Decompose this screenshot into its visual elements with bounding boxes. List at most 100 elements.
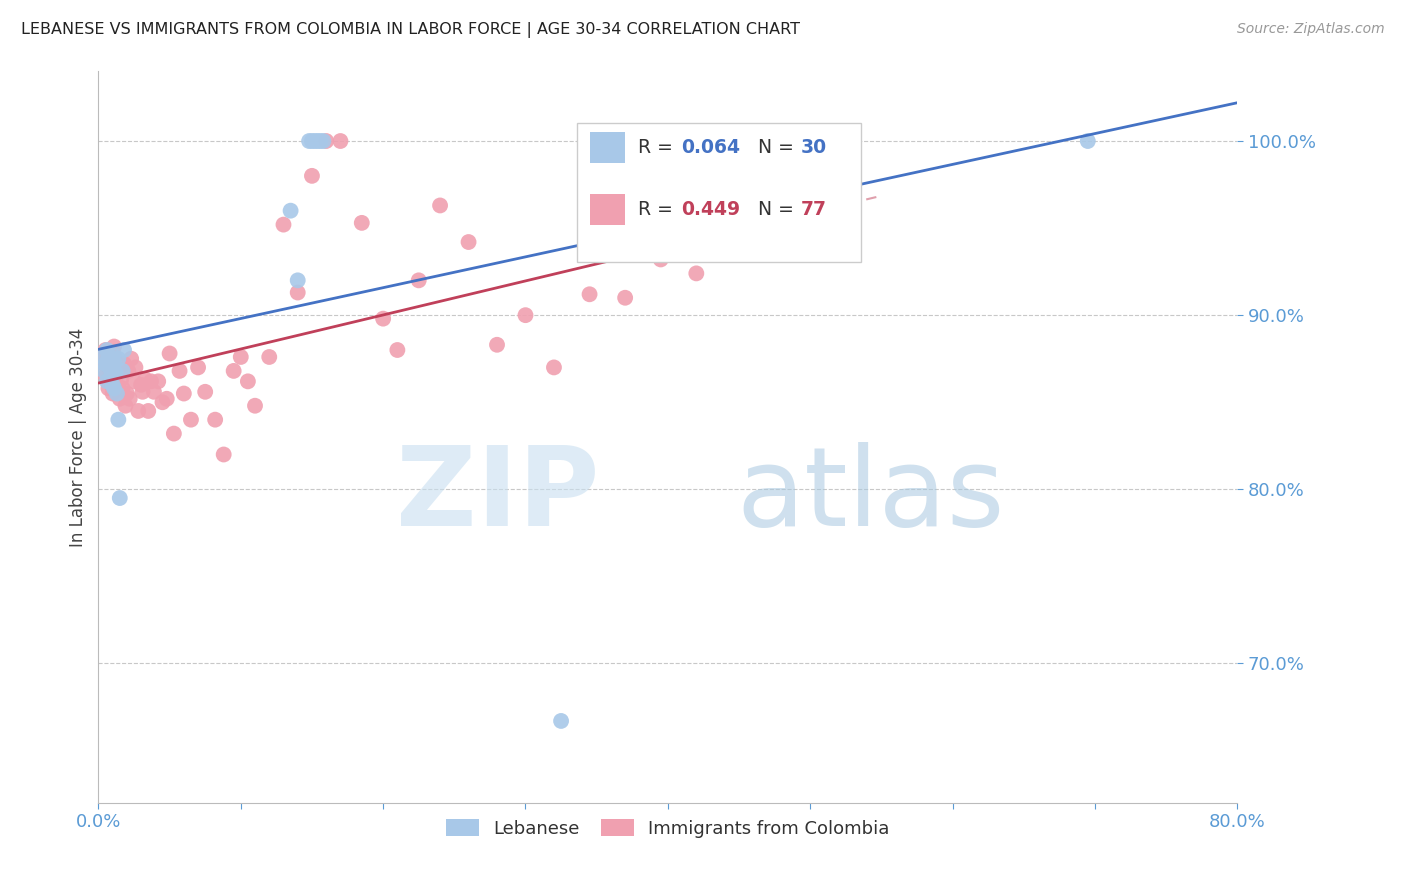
Point (373, 311, 395, 326)
Point (329, 134, 352, 148)
Point (169, 364, 191, 378)
Point (120, 351, 142, 366)
Point (98, 369, 121, 384)
Point (763, 218, 786, 232)
Point (301, 134, 323, 148)
Text: 0.064: 0.064 (682, 138, 741, 157)
Point (222, 364, 245, 378)
Point (304, 134, 326, 148)
Point (114, 399, 136, 413)
Point (543, 360, 565, 375)
Text: LEBANESE VS IMMIGRANTS FROM COLOMBIA IN LABOR FORCE | AGE 30-34 CORRELATION CHAR: LEBANESE VS IMMIGRANTS FROM COLOMBIA IN … (21, 22, 800, 38)
Point (97, 351, 120, 366)
Point (107, 381, 129, 395)
Point (97, 381, 120, 395)
Point (287, 273, 309, 287)
Point (180, 412, 202, 426)
Point (515, 308, 537, 322)
Point (98, 350, 121, 364)
Bar (576, 122, 862, 261)
Point (486, 338, 509, 352)
Point (187, 360, 209, 375)
Point (108, 364, 131, 378)
Point (94, 343, 117, 357)
Point (728, 235, 751, 249)
Text: R =: R = (638, 200, 679, 219)
Point (457, 235, 479, 249)
Y-axis label: In Labor Force | Age 30-34: In Labor Force | Age 30-34 (69, 327, 87, 547)
Point (312, 134, 335, 148)
Point (127, 404, 149, 418)
Point (93, 364, 115, 378)
Point (550, 714, 572, 728)
Point (103, 381, 125, 395)
Point (101, 369, 124, 384)
Point (685, 266, 707, 280)
Point (212, 448, 235, 462)
Point (1077, 134, 1099, 148)
Point (100, 346, 122, 360)
Point (301, 169, 323, 183)
Point (112, 343, 135, 357)
Point (105, 381, 128, 395)
Text: N =: N = (758, 200, 800, 219)
Bar (591, 194, 624, 225)
Legend: Lebanese, Immigrants from Colombia: Lebanese, Immigrants from Colombia (439, 812, 897, 845)
Point (115, 386, 138, 401)
Point (100, 369, 122, 384)
Point (650, 252, 672, 267)
Point (96, 355, 118, 369)
Text: Source: ZipAtlas.com: Source: ZipAtlas.com (1237, 22, 1385, 37)
Point (112, 357, 135, 371)
Point (104, 366, 127, 380)
Text: 77: 77 (801, 200, 827, 219)
Point (429, 198, 451, 212)
Point (259, 350, 281, 364)
Text: 30: 30 (801, 138, 827, 157)
Point (163, 426, 186, 441)
Point (101, 346, 124, 360)
Point (136, 404, 159, 418)
Point (94, 369, 117, 384)
Point (97, 360, 120, 375)
Bar (591, 132, 624, 163)
Point (108, 392, 131, 406)
Point (91, 350, 114, 364)
Point (806, 207, 828, 221)
Point (94, 357, 117, 371)
Point (287, 285, 309, 300)
Point (578, 287, 600, 301)
Point (117, 364, 139, 378)
Point (91, 351, 114, 366)
Point (148, 375, 170, 389)
Point (118, 392, 141, 406)
Point (110, 373, 132, 387)
Point (139, 375, 162, 389)
Point (614, 291, 637, 305)
Point (108, 491, 131, 505)
Point (101, 377, 124, 392)
Point (100, 377, 122, 392)
Point (173, 386, 195, 401)
Point (194, 384, 217, 399)
Point (104, 351, 127, 366)
Text: ZIP: ZIP (396, 442, 599, 549)
Point (103, 339, 125, 353)
Point (204, 412, 226, 426)
Point (131, 384, 153, 399)
Point (387, 343, 409, 357)
Point (124, 360, 146, 375)
Point (129, 377, 152, 392)
Point (93, 357, 115, 371)
Point (307, 134, 329, 148)
Point (96, 375, 118, 389)
Point (408, 273, 430, 287)
Point (315, 134, 337, 148)
Point (298, 134, 321, 148)
Point (105, 386, 128, 401)
Point (101, 386, 124, 401)
Point (107, 351, 129, 366)
Point (152, 395, 174, 409)
Point (273, 218, 295, 232)
Point (104, 375, 127, 389)
